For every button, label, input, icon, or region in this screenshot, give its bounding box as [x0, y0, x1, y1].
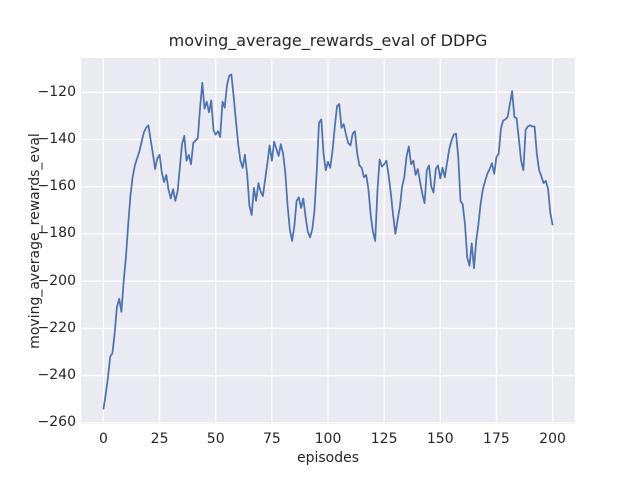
- chart-title: moving_average_rewards_eval of DDPG: [168, 31, 488, 50]
- x-axis-label: episodes: [296, 450, 360, 466]
- y-tick-label: −180: [37, 225, 76, 241]
- x-tick-label: 200: [539, 431, 566, 447]
- y-tick-label: −140: [37, 131, 76, 147]
- y-tick-label: −120: [37, 84, 76, 100]
- x-tick-label: 100: [314, 431, 342, 447]
- y-tick-label: −220: [37, 320, 76, 336]
- y-tick-label: −240: [37, 367, 76, 383]
- x-tick-label: 50: [206, 431, 225, 447]
- x-tick-label: 75: [262, 431, 281, 447]
- reward-line: [102, 73, 554, 410]
- y-tick-label: −200: [37, 273, 76, 289]
- y-tick-label: −160: [37, 178, 76, 194]
- x-tick-label: 125: [370, 431, 398, 447]
- y-tick-label: −260: [37, 414, 76, 430]
- x-tick-label: 150: [426, 431, 454, 447]
- grid-lines: [81, 58, 575, 424]
- x-tick-label: 0: [98, 431, 108, 447]
- x-tick-label: 25: [150, 431, 169, 447]
- x-tick-label: 175: [483, 431, 510, 447]
